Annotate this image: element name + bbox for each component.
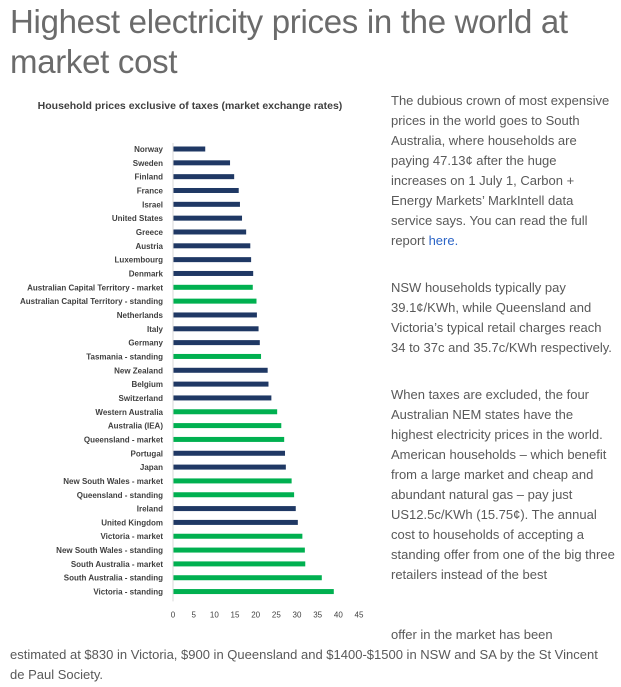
bar-international — [173, 381, 269, 387]
bar-international — [173, 243, 251, 249]
bar-international — [173, 257, 252, 263]
bar-australian — [173, 353, 262, 359]
x-tick-label: 10 — [210, 610, 219, 619]
bar-international — [173, 519, 298, 525]
x-tick-label: 45 — [355, 610, 364, 619]
category-label: Sweden — [133, 159, 163, 168]
bar-international — [173, 326, 259, 332]
x-tick-label: 20 — [251, 610, 260, 619]
category-label: Denmark — [129, 269, 164, 278]
bar-international — [173, 174, 235, 180]
category-label: Victoria - standing — [93, 588, 163, 597]
chart-title: Household prices exclusive of taxes (mar… — [37, 100, 343, 112]
bar-international — [173, 187, 239, 193]
category-label: New South Wales - market — [63, 477, 163, 486]
category-label: New Zealand — [114, 366, 163, 375]
bar-australian — [173, 492, 295, 498]
category-label: Belgium — [131, 380, 163, 389]
bar-australian — [173, 436, 285, 442]
bar-international — [173, 312, 257, 318]
x-tick-label: 25 — [272, 610, 281, 619]
category-label: United States — [112, 214, 164, 223]
category-label: Italy — [147, 325, 164, 334]
category-label: Luxembourg — [115, 256, 164, 265]
category-label: Japan — [140, 463, 163, 472]
category-label: Australia (IEA) — [108, 422, 163, 431]
bar-australian — [173, 284, 253, 290]
bar-international — [173, 506, 296, 512]
paragraph-3-tail-right: offer in the market has been — [391, 627, 553, 642]
category-label: France — [137, 186, 164, 195]
x-tick-label: 15 — [231, 610, 240, 619]
headline: Highest electricity prices in the world … — [10, 3, 568, 80]
bar-chart: Norway Sweden Finland France Israel United St… — [20, 143, 364, 619]
category-label: Queensland - market — [84, 435, 163, 444]
x-tick-label: 30 — [293, 610, 302, 619]
bar-international — [173, 367, 268, 373]
category-label: Switzerland — [119, 394, 164, 403]
category-label: Australian Capital Territory - market — [27, 283, 163, 292]
category-label: Victoria - market — [100, 532, 163, 541]
report-link[interactable]: here. — [428, 233, 459, 248]
category-label: Tasmania - standing — [86, 352, 163, 361]
paragraph-3: When taxes are excluded, the four Austra… — [391, 387, 615, 582]
bar-international — [173, 340, 260, 346]
bar-australian — [173, 409, 278, 415]
bar-international — [173, 464, 286, 470]
bar-international — [173, 160, 231, 166]
category-label: Austria — [135, 242, 163, 251]
category-label: Greece — [136, 228, 164, 237]
category-label: South Australia - standing — [64, 574, 163, 583]
bar-australian — [173, 298, 257, 304]
category-label: Ireland — [137, 505, 163, 514]
category-label: Netherlands — [117, 311, 164, 320]
bar-australian — [173, 561, 306, 567]
bar-australian — [173, 423, 282, 429]
paragraph-3-tail-full: estimated at $830 in Victoria, $900 in Q… — [10, 647, 598, 682]
bar-international — [173, 395, 272, 401]
bar-international — [173, 215, 243, 221]
bar-international — [173, 201, 240, 207]
bar-international — [173, 146, 206, 152]
category-label: United Kingdom — [101, 518, 163, 527]
category-label: Norway — [134, 145, 163, 154]
bar-international — [173, 229, 247, 235]
x-tick-label: 35 — [313, 610, 322, 619]
category-label: Western Australia — [95, 408, 163, 417]
x-tick-label: 0 — [171, 610, 176, 619]
category-label: Finland — [135, 173, 164, 182]
category-label: South Australia - market — [71, 560, 164, 569]
bar-australian — [173, 478, 292, 484]
category-label: New South Wales - standing — [56, 546, 163, 555]
bar-australian — [173, 589, 334, 595]
bar-australian — [173, 547, 305, 553]
category-label: Australian Capital Territory - standing — [20, 297, 163, 306]
bar-international — [173, 450, 286, 456]
paragraph-1-text: The dubious crown of most expensive pric… — [391, 93, 610, 248]
category-label: Germany — [128, 339, 163, 348]
category-label: Queensland - standing — [77, 491, 163, 500]
bar-australian — [173, 575, 322, 581]
paragraph-2: NSW households typically pay 39.1¢/KWh, … — [391, 280, 612, 355]
category-label: Portugal — [131, 449, 163, 458]
x-tick-label: 5 — [191, 610, 196, 619]
x-tick-label: 40 — [334, 610, 343, 619]
bar-international — [173, 270, 254, 276]
bar-australian — [173, 533, 303, 539]
article-text: The dubious crown of most expensive pric… — [391, 91, 615, 612]
category-label: Israel — [142, 200, 163, 209]
paragraph-1: The dubious crown of most expensive pric… — [391, 91, 615, 251]
